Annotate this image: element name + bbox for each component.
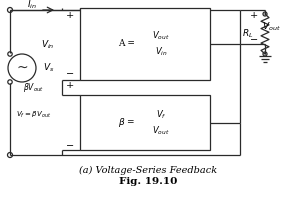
Text: A =: A = <box>118 39 135 49</box>
Text: $V_f$: $V_f$ <box>156 108 166 121</box>
Text: Fig. 19.10: Fig. 19.10 <box>119 177 177 187</box>
Text: $\beta$ =: $\beta$ = <box>118 116 135 129</box>
Bar <box>80 8 210 80</box>
Text: (a) Voltage-Series Feedback: (a) Voltage-Series Feedback <box>79 166 217 175</box>
Text: −: − <box>250 35 258 45</box>
Text: +: + <box>66 82 74 90</box>
Text: $V_{in}$: $V_{in}$ <box>41 39 55 51</box>
Text: −: − <box>66 70 74 80</box>
Text: $V_{out}$: $V_{out}$ <box>152 30 170 42</box>
Text: +: + <box>250 10 258 19</box>
Text: $V_{out}$: $V_{out}$ <box>152 124 170 137</box>
Text: −: − <box>66 142 74 150</box>
Text: $\beta V_{out}$: $\beta V_{out}$ <box>23 82 44 94</box>
Text: $V_{out}$: $V_{out}$ <box>262 21 281 33</box>
Text: $R_L$: $R_L$ <box>242 28 253 40</box>
Text: +: + <box>66 10 74 19</box>
Text: ~: ~ <box>16 61 28 75</box>
Text: $V_f = \beta\,V_{out}$: $V_f = \beta\,V_{out}$ <box>16 110 52 120</box>
Text: $I_{in}$: $I_{in}$ <box>27 0 37 11</box>
Text: $V_s$: $V_s$ <box>43 62 54 74</box>
Text: $V_{in}$: $V_{in}$ <box>155 46 167 58</box>
Bar <box>80 95 210 150</box>
